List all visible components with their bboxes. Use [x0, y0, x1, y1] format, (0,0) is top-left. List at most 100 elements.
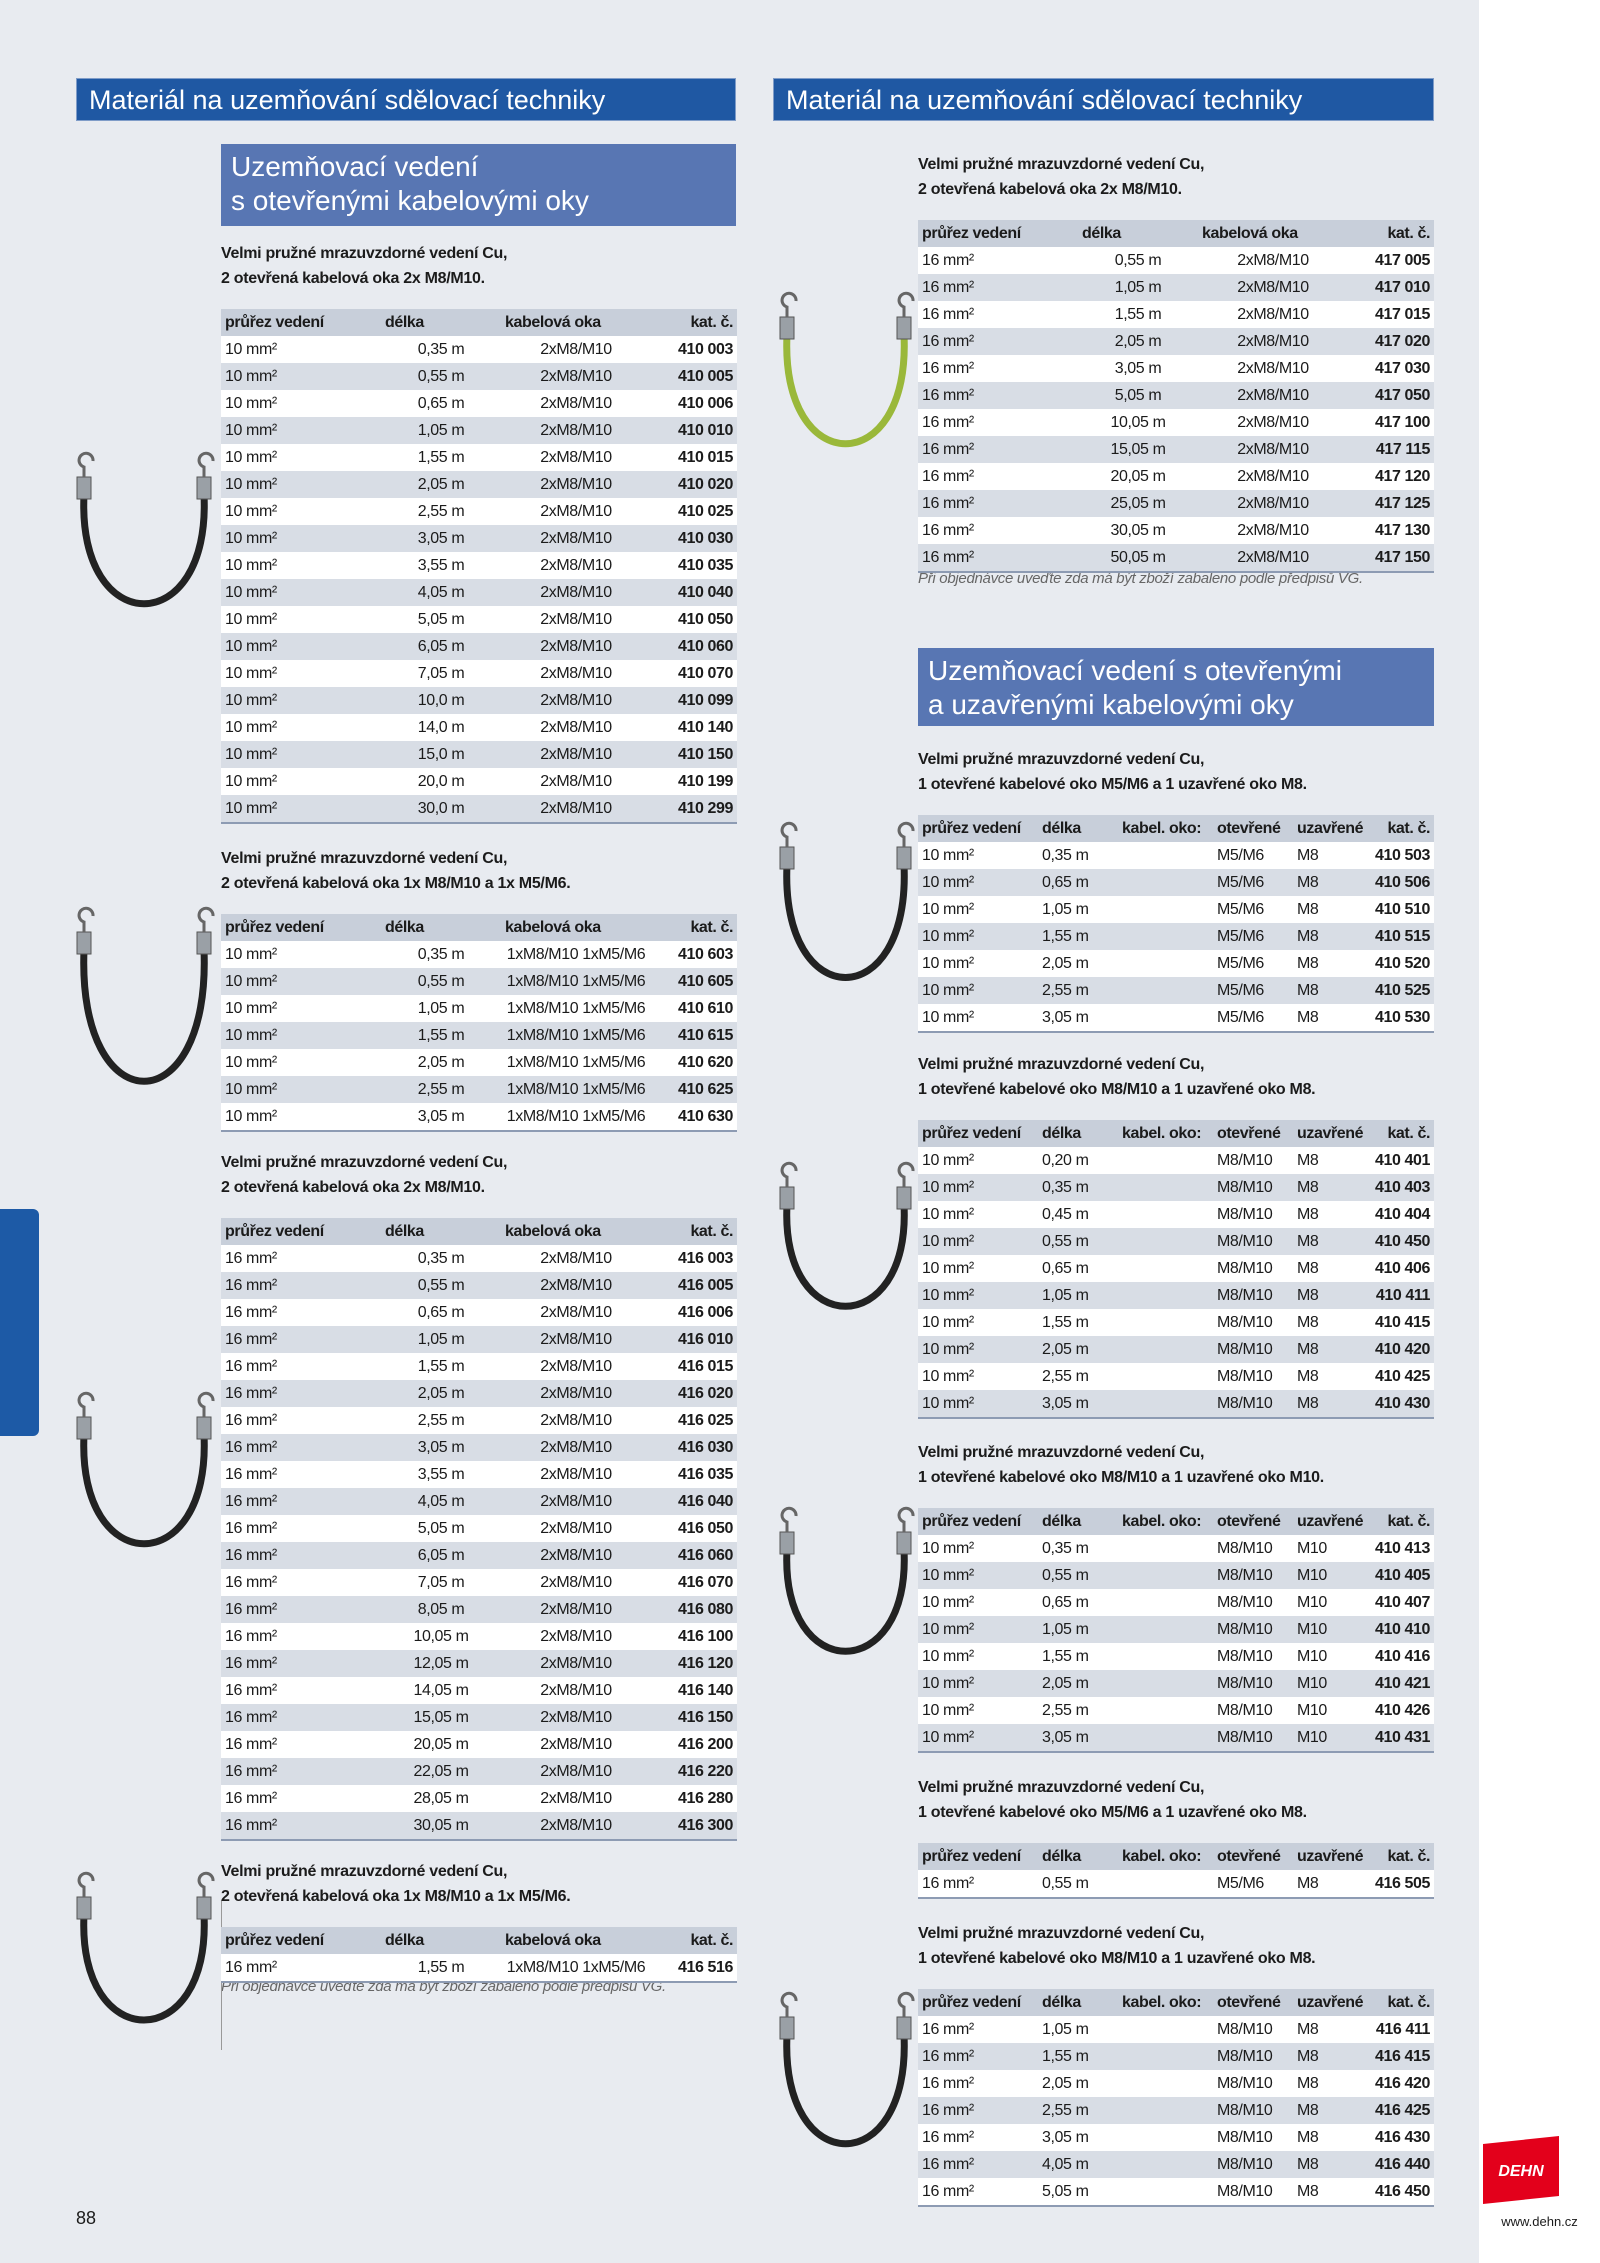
cell: 10 mm²	[221, 714, 381, 741]
cell: 1,55 m	[381, 1353, 501, 1380]
cell: 416 070	[651, 1569, 737, 1596]
column-header: délka	[381, 1218, 501, 1245]
cell: M8	[1293, 1390, 1368, 1418]
cell: 2xM8/M10	[501, 1542, 651, 1569]
cell: 2,05 m	[381, 1380, 501, 1407]
cell: 416 140	[651, 1677, 737, 1704]
cell: 0,65 m	[381, 390, 501, 417]
cell: M8	[1293, 2124, 1368, 2151]
table-row: 16 mm² 14,05 m 2xM8/M10 416 140	[221, 1677, 737, 1704]
cell: 15,05 m	[381, 1704, 501, 1731]
cell: 10 mm²	[918, 1562, 1038, 1589]
cell: 2xM8/M10	[501, 1326, 651, 1353]
cell: 417 050	[1348, 382, 1434, 409]
cell: 2xM8/M10	[501, 579, 651, 606]
cell: 16 mm²	[221, 1704, 381, 1731]
product-section: Velmi pružné mrazuvzdorné vedení Cu, 2 ot…	[918, 152, 1434, 573]
empty-cell	[1118, 1390, 1213, 1418]
cell: M8/M10	[1213, 1390, 1293, 1418]
table-row: 10 mm² 0,55 m M8/M10 M8 410 450	[918, 1228, 1434, 1255]
empty-cell	[1118, 1201, 1213, 1228]
empty-cell	[1118, 1174, 1213, 1201]
description: Velmi pružné mrazuvzdorné vedení Cu,	[221, 1154, 508, 1171]
cell: 2,55 m	[381, 498, 501, 525]
column-header: délka	[1078, 220, 1198, 247]
cell: M8	[1293, 1336, 1368, 1363]
cell: 10 mm²	[918, 1616, 1038, 1643]
column-header: kat. č.	[651, 1927, 737, 1954]
cell: 410 401	[1368, 1147, 1434, 1174]
empty-cell	[1118, 1309, 1213, 1336]
cell: 2xM8/M10	[1198, 544, 1348, 572]
table-row: 16 mm² 3,05 m M8/M10 M8 416 430	[918, 2124, 1434, 2151]
cell: 16 mm²	[918, 2070, 1038, 2097]
empty-cell	[1118, 1616, 1213, 1643]
cell: 10 mm²	[918, 1363, 1038, 1390]
column-header: kabel. oko:	[1118, 1843, 1213, 1870]
cell: M8/M10	[1213, 1697, 1293, 1724]
cell: 416 430	[1368, 2124, 1434, 2151]
cell: 16 mm²	[221, 1542, 381, 1569]
cell: 410 030	[651, 525, 737, 552]
column-header: délka	[381, 309, 501, 336]
cell: 22,05 m	[381, 1758, 501, 1785]
cell: 10 mm²	[221, 633, 381, 660]
cell: 417 115	[1348, 436, 1434, 463]
column-header: průřez vedení	[918, 1989, 1038, 2016]
cell: 0,35 m	[1038, 1535, 1118, 1562]
cell: 2xM8/M10	[501, 1623, 651, 1650]
cell: 2xM8/M10	[501, 1569, 651, 1596]
column-header: délka	[381, 1927, 501, 1954]
cell: M8	[1293, 1255, 1368, 1282]
cell: 2xM8/M10	[1198, 436, 1348, 463]
cell: 2xM8/M10	[501, 633, 651, 660]
cell: M5/M6	[1213, 923, 1293, 950]
table-row: 16 mm² 25,05 m 2xM8/M10 417 125	[918, 490, 1434, 517]
description: 1 otevřené kabelové oko M5/M6 a 1 uzavře…	[918, 776, 1307, 793]
product-section: Velmi pružné mrazuvzdorné vedení Cu, 2 ot…	[221, 846, 737, 1132]
table-row: 16 mm² 5,05 m 2xM8/M10 417 050	[918, 382, 1434, 409]
table-row: 16 mm² 10,05 m 2xM8/M10 416 100	[221, 1623, 737, 1650]
column-header: kat. č.	[651, 309, 737, 336]
column-header: kabelová oka	[501, 1218, 651, 1245]
column-header: kat. č.	[651, 1218, 737, 1245]
cell: 0,65 m	[1038, 1589, 1118, 1616]
table-row: 16 mm² 5,05 m M8/M10 M8 416 450	[918, 2178, 1434, 2206]
cell: 10 mm²	[221, 768, 381, 795]
cell: M8	[1293, 2043, 1368, 2070]
table-row: 10 mm² 0,65 m M5/M6 M8 410 506	[918, 869, 1434, 896]
cell: 410 050	[651, 606, 737, 633]
table-row: 16 mm² 0,35 m 2xM8/M10 416 003	[221, 1245, 737, 1272]
cell: 10 mm²	[918, 1535, 1038, 1562]
product-section: Velmi pružné mrazuvzdorné vedení Cu, 1 ot…	[918, 747, 1434, 1033]
cell: 10 mm²	[918, 1390, 1038, 1418]
cell: 2xM8/M10	[1198, 490, 1348, 517]
cell: 16 mm²	[918, 2043, 1038, 2070]
cell: 2xM8/M10	[501, 1515, 651, 1542]
cell: 10 mm²	[918, 1255, 1038, 1282]
cell: M8/M10	[1213, 2070, 1293, 2097]
cell: 410 420	[1368, 1336, 1434, 1363]
cell: M10	[1293, 1589, 1368, 1616]
table-row: 16 mm² 8,05 m 2xM8/M10 416 080	[221, 1596, 737, 1623]
cell: 0,55 m	[1038, 1228, 1118, 1255]
cell: 410 605	[651, 968, 737, 995]
table-row: 10 mm² 1,55 m M8/M10 M10 410 416	[918, 1643, 1434, 1670]
cell: 25,05 m	[1078, 490, 1198, 517]
product-section: Velmi pružné mrazuvzdorné vedení Cu, 2 ot…	[221, 1150, 737, 1841]
table-row: 16 mm² 6,05 m 2xM8/M10 416 060	[221, 1542, 737, 1569]
cell: 10 mm²	[918, 1589, 1038, 1616]
table-row: 16 mm² 5,05 m 2xM8/M10 416 050	[221, 1515, 737, 1542]
header-row: průřez vedení délka kabelová oka kat. č.	[918, 220, 1434, 247]
cell: 410 003	[651, 336, 737, 363]
cell: 410 625	[651, 1076, 737, 1103]
cell: M8/M10	[1213, 1562, 1293, 1589]
cell: 1,55 m	[381, 1954, 501, 1982]
cell: 1xM8/M10 1xM5/M6	[501, 1076, 651, 1103]
table-row: 16 mm² 20,05 m 2xM8/M10 416 200	[221, 1731, 737, 1758]
product-section: Velmi pružné mrazuvzdorné vedení Cu, 1 ot…	[918, 1440, 1434, 1753]
cell: 10 mm²	[221, 471, 381, 498]
cell: 1,55 m	[381, 1022, 501, 1049]
cell: M8	[1293, 2151, 1368, 2178]
cell: 2xM8/M10	[501, 1758, 651, 1785]
